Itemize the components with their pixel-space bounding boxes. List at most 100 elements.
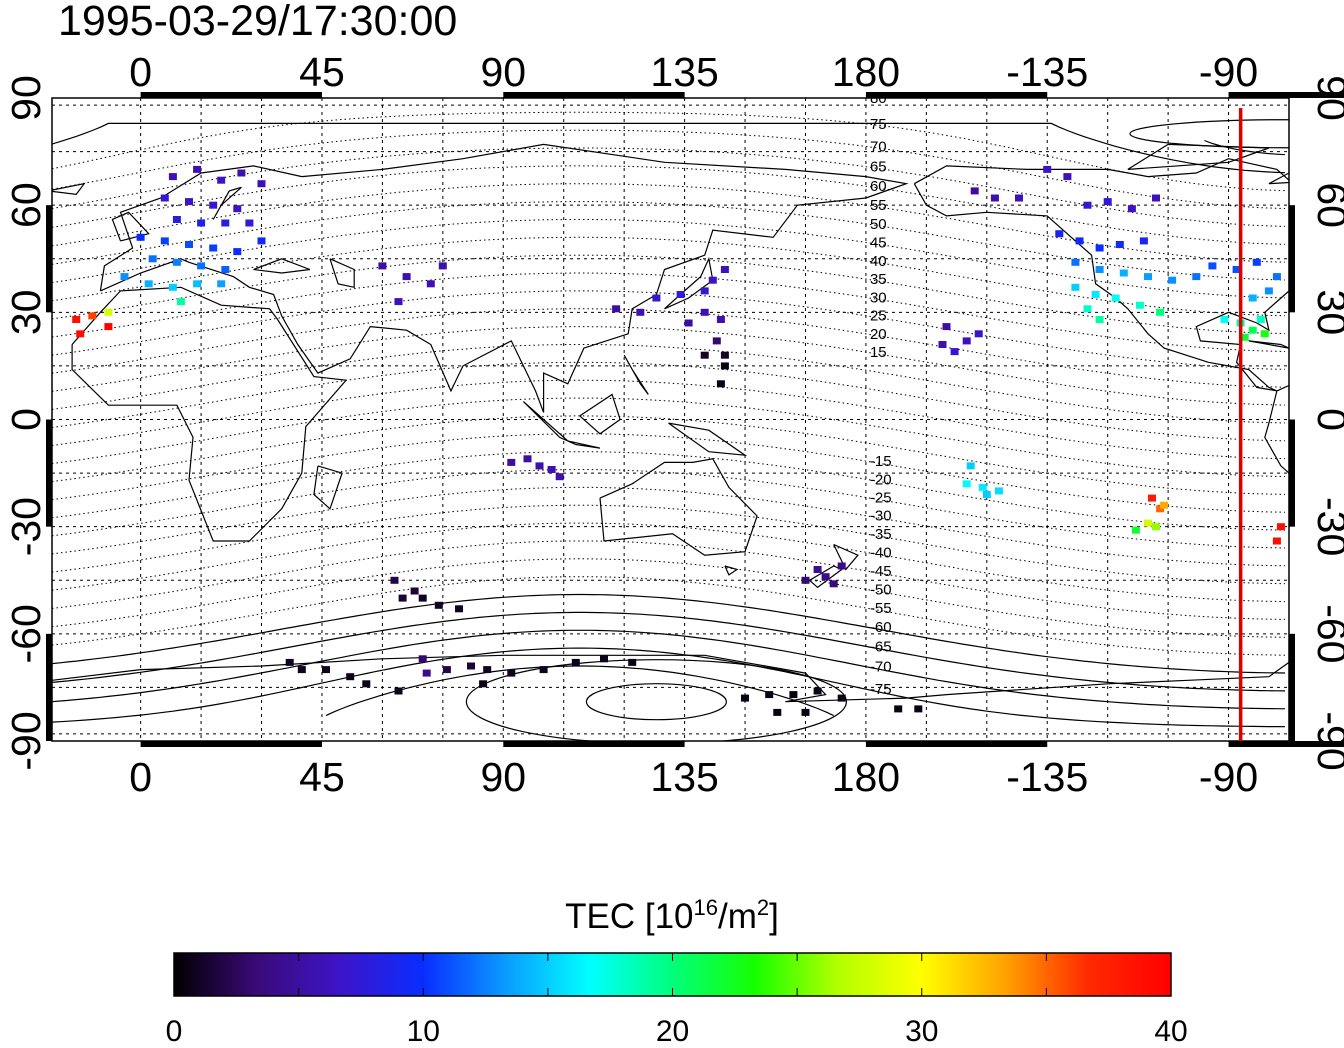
tec-point: [120, 273, 129, 281]
geomagnetic-contour: [52, 122, 1286, 174]
tec-point: [197, 219, 206, 227]
tec-point: [571, 658, 580, 666]
tec-point: [1131, 526, 1140, 534]
right-lat-tick-label: 0: [1309, 408, 1344, 431]
tec-point: [547, 466, 556, 473]
tec-point: [1232, 266, 1241, 273]
tec-point: [1083, 305, 1092, 313]
tec-point: [160, 194, 169, 202]
tec-point: [507, 669, 516, 677]
tec-point: [136, 233, 145, 241]
tec-point: [962, 480, 971, 488]
geomagnetic-contour: [52, 504, 1286, 585]
geomagnetic-contour: [52, 219, 1286, 299]
coastline-segment: [329, 258, 355, 289]
bottom-lon-tick-label: 90: [480, 754, 526, 800]
tec-point: [974, 330, 983, 338]
tec-point: [1156, 505, 1165, 513]
tec-point: [1152, 194, 1160, 202]
tec-point: [438, 262, 447, 270]
colorbar-tick-label: 40: [1154, 1015, 1187, 1048]
tec-point: [172, 216, 181, 223]
tec-point: [628, 658, 637, 666]
tec-point: [394, 298, 403, 306]
plot-title: 1995-03-29/17:30:00: [58, 0, 457, 45]
tec-point: [257, 237, 266, 245]
tec-point: [144, 280, 153, 288]
top-lon-tick-label: 135: [650, 49, 718, 95]
tec-point: [962, 337, 971, 345]
geomagnetic-latitude-label: 70: [870, 138, 887, 155]
coastline-segment: [1127, 143, 1270, 170]
geomagnetic-contour: [52, 611, 1286, 692]
geomagnetic-contour: [52, 379, 1286, 460]
tec-point: [612, 305, 621, 313]
left-lat-tick-label: -90: [3, 711, 49, 770]
tec-point: [741, 694, 749, 702]
geomagnetic-latitude-label: -60: [870, 619, 892, 636]
tec-point: [837, 562, 846, 570]
tec-point: [720, 266, 729, 273]
tec-data-points: [72, 165, 1313, 716]
tec-point: [233, 248, 242, 256]
tec-point: [1055, 230, 1064, 238]
geomagnetic-latitude-label: -65: [870, 638, 892, 655]
tec-point: [837, 694, 846, 702]
tec-point: [1192, 273, 1201, 281]
tec-point: [1220, 316, 1229, 323]
tec-point: [160, 237, 169, 245]
geomagnetic-contour: [52, 290, 1286, 370]
tec-point: [1252, 258, 1261, 266]
coastline-segment: [1248, 340, 1289, 349]
bottom-frame-bar: [1228, 741, 1344, 747]
tec-point: [455, 605, 463, 613]
tec-point: [1148, 494, 1156, 502]
tec-point: [76, 330, 85, 338]
tec-point: [1208, 262, 1217, 270]
tec-point: [813, 687, 822, 695]
tec-point: [684, 319, 693, 327]
tec-point: [765, 691, 774, 699]
colorbar-tick-label: 10: [407, 1015, 440, 1048]
left-lat-tick-label: -60: [3, 604, 49, 663]
tec-point: [970, 187, 979, 195]
tec-point: [708, 276, 717, 284]
coastline-segment: [567, 440, 601, 449]
geomagnetic-latitude-label: 60: [870, 178, 887, 195]
coastline-segment: [913, 158, 1289, 392]
colorbar-tick-label: 30: [905, 1015, 938, 1048]
right-lat-tick-label: -30: [1309, 497, 1344, 556]
geomagnetic-contour: [52, 254, 1286, 335]
tec-point: [789, 691, 798, 699]
geomagnetic-latitude-label: 65: [870, 159, 887, 176]
tec-point: [1305, 273, 1313, 280]
right-frame-bar: [1289, 633, 1295, 741]
tec-point: [938, 341, 947, 348]
geomagnetic-contour: [465, 659, 847, 741]
tec-point: [217, 176, 226, 184]
geomagnetic-contour: [52, 326, 1286, 406]
tec-point: [185, 241, 193, 248]
top-frame-bar: [140, 92, 322, 98]
geomagnetic-contour: [52, 576, 1286, 656]
tec-point: [402, 273, 411, 281]
tec-point: [209, 244, 218, 252]
geomagnetic-latitude-contours: [52, 111, 1289, 741]
tec-point: [285, 658, 294, 666]
tec-point: [1111, 294, 1120, 302]
geomagnetic-contour: [52, 308, 1286, 388]
geomagnetic-contour: [1129, 119, 1289, 149]
tec-point: [652, 294, 661, 302]
right-frame-bar: [1289, 419, 1295, 527]
geomagnetic-latitude-label: -35: [870, 526, 892, 543]
bottom-lon-tick-label: -90: [1199, 754, 1258, 800]
geomagnetic-latitude-label: 20: [870, 326, 887, 343]
tec-point: [950, 348, 959, 356]
left-frame-bar: [46, 205, 52, 313]
coastline-segment: [71, 286, 348, 542]
tec-point: [390, 576, 399, 584]
geomagnetic-contour: [585, 683, 727, 721]
tec-point: [193, 165, 202, 173]
tec-point: [600, 655, 608, 663]
geomagnetic-latitude-label: 35: [870, 271, 887, 288]
